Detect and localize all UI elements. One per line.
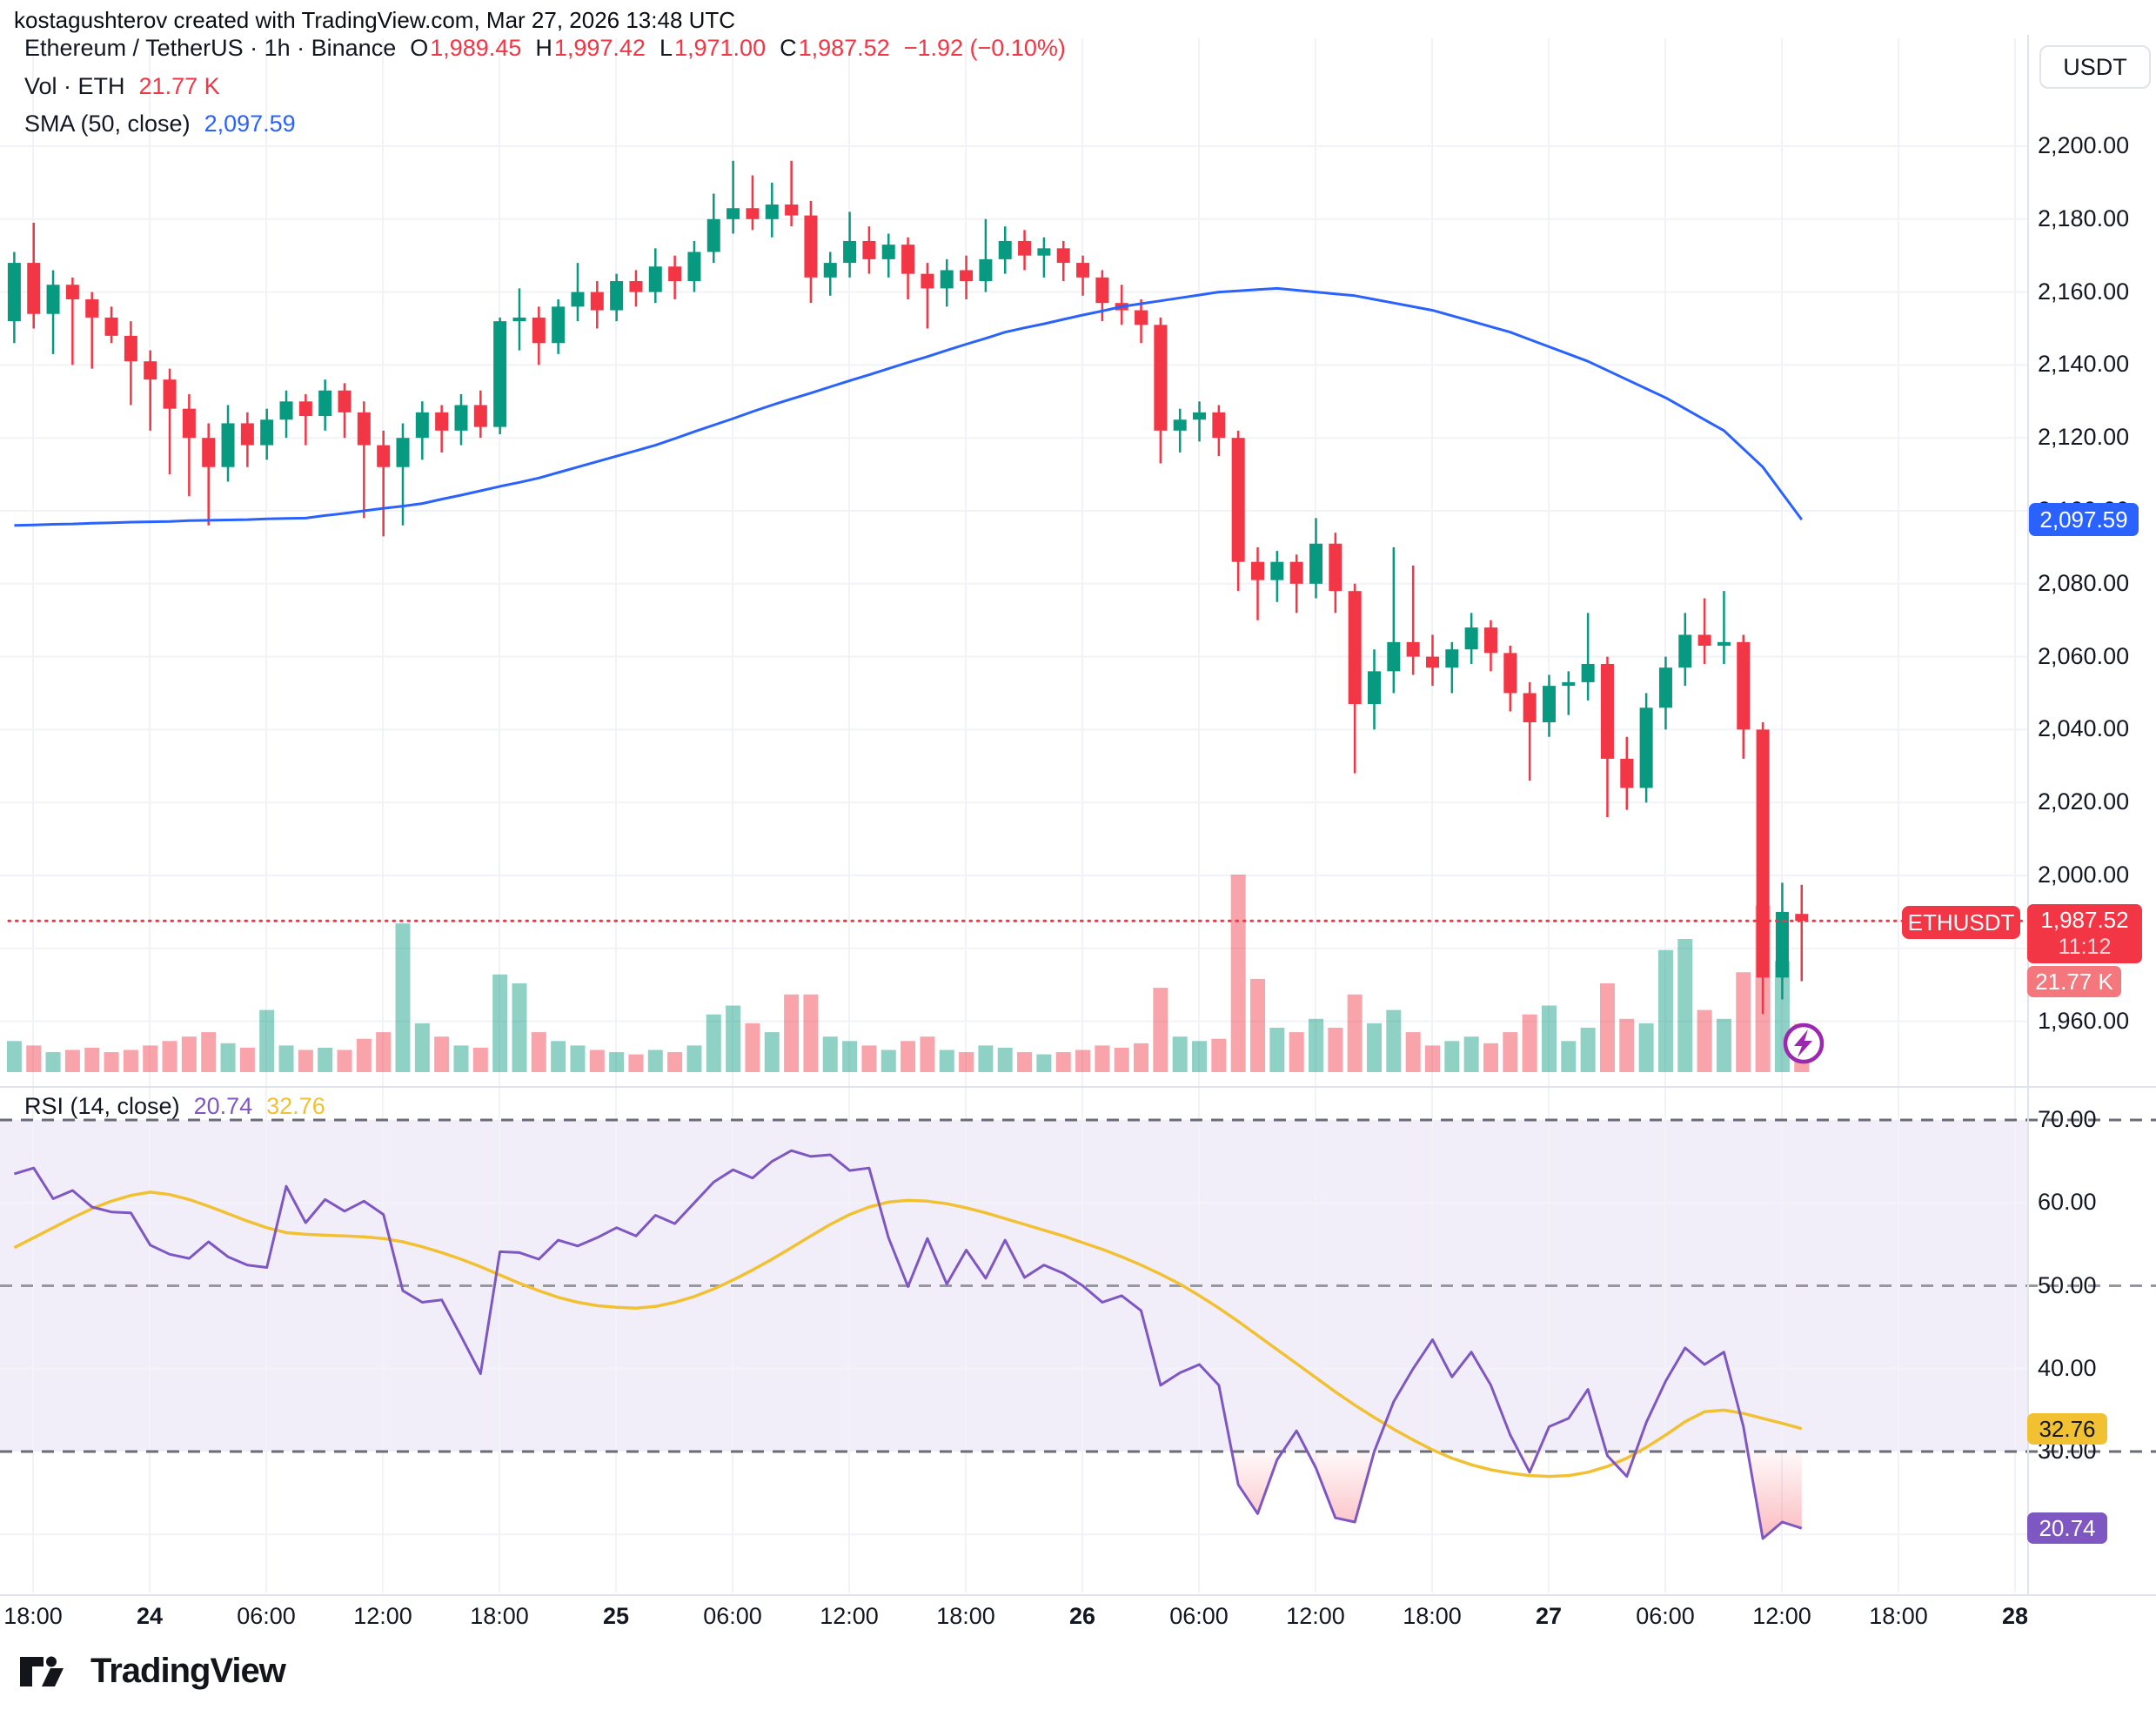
sma-legend[interactable]: SMA (50, close) 2,097.59 [24,111,296,137]
rsi-legend[interactable]: RSI (14, close) 20.74 32.76 [24,1093,325,1120]
time-axis-label: 27 [1535,1603,1563,1629]
rsi-axis-label: 70.00 [2038,1106,2097,1132]
price-axis-label: 2,160.00 [2038,278,2130,305]
time-axis-label: 26 [1068,1603,1096,1629]
symbol-legend[interactable]: Ethereum / TetherUS · 1h · Binance O 1,98… [24,35,1066,62]
tradingview-logo-icon [20,1656,64,1686]
time-axis-label: 18:00 [936,1603,995,1629]
time-axis-label: 18:00 [3,1603,63,1629]
price-axis-label: 1,960.00 [2038,1007,2130,1034]
price-axis-label: 2,020.00 [2038,788,2130,815]
time-axis-label: 28 [2001,1603,2027,1629]
price-axis-label: 2,200.00 [2038,132,2130,158]
change-value: −1.92 (−0.10%) [903,35,1066,61]
high-label: H [535,35,552,61]
rsi-axis-label: 40.00 [2038,1354,2097,1381]
tradingview-logo-text: TradingView [90,1652,286,1690]
low-value: 1,971.00 [673,35,767,61]
last-price-tag: 1,987.52 11:12 [2027,904,2142,963]
time-axis-label: 18:00 [470,1603,529,1629]
rsi-ma-value-tag: 32.76 [2027,1413,2107,1445]
rsi-value-tag: 20.74 [2027,1512,2107,1544]
quick-trade-lightning-icon[interactable] [1783,1023,1825,1064]
attribution-text: kostagushterov created with TradingView.… [14,7,736,33]
tradingview-logo[interactable]: TradingView [19,1652,286,1691]
price-axis-label: 2,140.00 [2038,351,2130,378]
time-axis-label: 12:00 [820,1603,879,1629]
sma-label: SMA (50, close) [24,111,191,137]
rsi-line [13,1149,1803,1540]
candles [7,160,1809,1015]
last-price-value: 1,987.52 [2040,907,2129,933]
close-label: C [780,35,797,61]
currency-unit-button[interactable]: USDT [2039,45,2151,89]
time-axis-label: 24 [136,1603,164,1629]
price-axis-label: 2,080.00 [2038,569,2130,596]
time-axis-label: 06:00 [703,1603,762,1629]
price-scale-separator[interactable] [2027,35,2029,1594]
time-axis-label: 18:00 [1403,1603,1462,1629]
rsi-value: 20.74 [193,1093,253,1119]
open-value: 1,989.45 [430,35,522,61]
time-axis-label: 06:00 [1169,1603,1229,1629]
bar-countdown: 11:12 [2058,935,2112,959]
volume-value-tag: 21.77 K [2027,966,2121,997]
time-axis-label: 18:00 [1869,1603,1928,1629]
time-axis-label: 12:00 [1752,1603,1811,1629]
rsi-ma-value: 32.76 [266,1093,325,1119]
time-axis-label: 06:00 [1636,1603,1695,1629]
close-value: 1,987.52 [798,35,890,61]
time-scale-separator [0,1594,2156,1596]
sma-line [14,286,1804,527]
price-axis-label: 2,120.00 [2038,424,2130,451]
pane-separator[interactable] [0,1086,2156,1088]
rsi-label: RSI (14, close) [24,1093,180,1119]
rsi-band [0,1120,2027,1452]
gridlines [0,38,2027,1593]
price-axis-label: 2,060.00 [2038,642,2130,669]
high-value: 1,997.42 [553,35,646,61]
rsi-ma-line [13,1190,1803,1479]
volume-legend[interactable]: Vol · ETH 21.77 K [24,73,220,100]
price-axis-label: 2,000.00 [2038,862,2130,888]
rsi-level-lines [0,1118,2156,1453]
volume-bars [6,875,1810,1072]
volume-value: 21.77 K [138,73,220,99]
rsi-axis-label: 50.00 [2038,1271,2097,1298]
rsi-axis-label: 60.00 [2038,1189,2097,1216]
volume-label: Vol · ETH [24,73,125,99]
open-label: O [410,35,429,61]
time-axis-label: 25 [602,1603,630,1629]
time-axis-label: 12:00 [1286,1603,1345,1629]
price-axis-label: 2,040.00 [2038,715,2130,742]
price-axis-label: 2,180.00 [2038,205,2130,231]
time-axis[interactable]: 18:00 24 06:00 12:00 18:00 25 06:00 12:00 18:00 2… [0,1603,2027,1638]
low-label: L [659,35,673,61]
time-axis-label: 12:00 [353,1603,412,1629]
time-axis-label: 06:00 [237,1603,296,1629]
rsi-oversold-fill [1231,1452,1802,1539]
sma-price-tag: 2,097.59 [2029,503,2139,536]
symbol-title: Ethereum / TetherUS · 1h · Binance [24,35,397,61]
sma-value: 2,097.59 [204,111,296,137]
symbol-price-tag[interactable]: ETHUSDT [1902,906,2020,939]
